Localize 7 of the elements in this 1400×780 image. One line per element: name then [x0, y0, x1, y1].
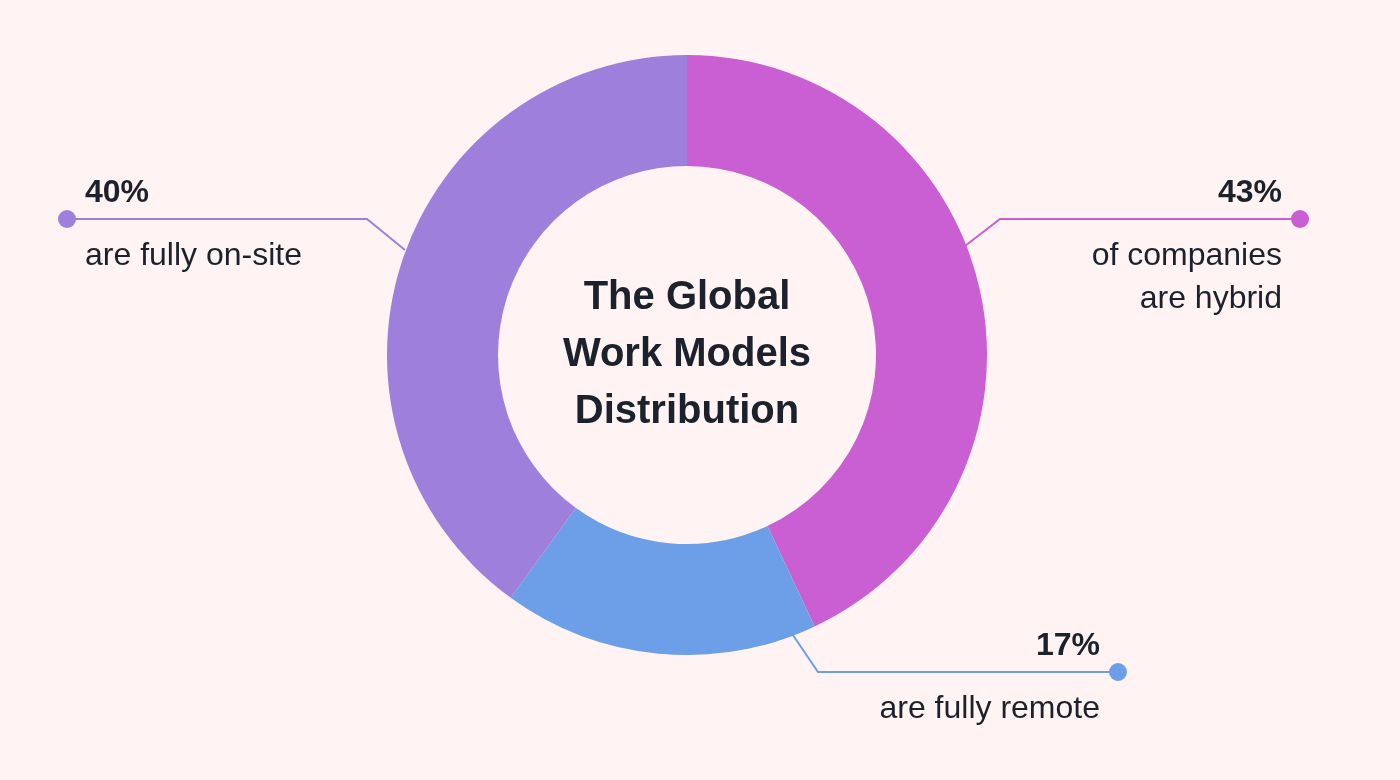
- data-label: 40%: [85, 173, 150, 209]
- data-label: 43%: [1217, 173, 1282, 209]
- text: The Global Work Models Distribution: [562, 273, 812, 432]
- data-label: 17%: [1035, 626, 1100, 662]
- legend-label: of companies are hybrid: [1091, 236, 1282, 315]
- legend-label: are fully on-site: [85, 236, 302, 272]
- legend-label: are fully remote: [879, 689, 1100, 725]
